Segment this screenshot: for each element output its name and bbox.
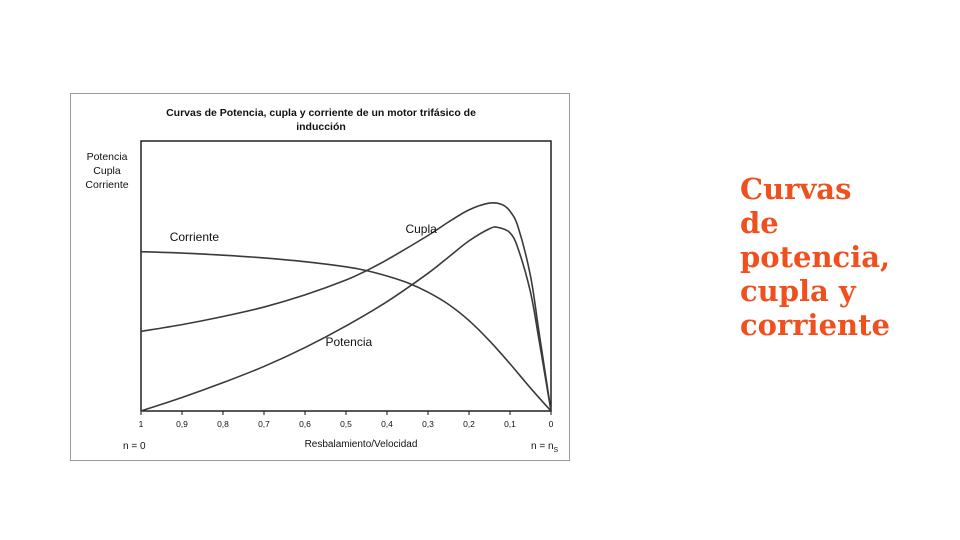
x-tick-label: 0,5 [340, 419, 352, 429]
side-title-line-5: corriente [740, 308, 890, 342]
x-tick-label: 0,7 [258, 419, 270, 429]
side-title-line-4: cupla y [740, 274, 856, 308]
y-axis-label-line-2: Cupla [93, 165, 121, 177]
y-axis-label-line-3: Corriente [85, 179, 128, 191]
side-title-line-3: potencia, [740, 240, 891, 274]
chart-figure: Curvas de Potencia, cupla y corriente de… [70, 93, 570, 461]
corner-label-left: n = 0 [123, 441, 146, 452]
series-label-potencia: Potencia [326, 335, 373, 349]
x-tick-label: 0,8 [217, 419, 229, 429]
x-tick-label: 0 [549, 419, 554, 429]
x-tick-label: 0,2 [463, 419, 475, 429]
series-line-potencia [140, 226, 552, 412]
y-axis-label-line-1: Potencia [87, 151, 128, 163]
x-tick-label: 0,9 [176, 419, 188, 429]
series-line-corriente [140, 250, 552, 412]
x-tick-label: 0,3 [422, 419, 434, 429]
corner-label-right: n = nS [531, 441, 559, 454]
x-axis-label: Resbalamiento/Velocidad [305, 439, 418, 450]
corner-label-right-main: n = n [531, 441, 554, 452]
side-title-line-2: de [740, 206, 779, 240]
x-tick-label: 0,4 [381, 419, 393, 429]
chart-title-line-1: Curvas de Potencia, cupla y corriente de… [166, 107, 476, 119]
x-axis-ticks: 1 0,9 0,8 0,7 0,6 0,5 0,4 0,3 0,2 0,1 0 [139, 411, 554, 429]
series-line-cupla [140, 201, 552, 412]
x-tick-label: 0,1 [504, 419, 516, 429]
x-tick-label: 1 [139, 419, 144, 429]
x-tick-label: 0,6 [299, 419, 311, 429]
plot-area [140, 140, 552, 412]
chart-series: Corriente Cupla Potencia [140, 201, 552, 412]
side-title-line-1: Curvas [740, 172, 852, 206]
corner-label-right-sub: S [554, 447, 559, 454]
chart-title-line-2: inducción [296, 121, 346, 133]
side-title: Curvas de potencia, cupla y corriente [740, 172, 950, 342]
series-label-corriente: Corriente [170, 230, 220, 244]
chart-canvas: Curvas de Potencia, cupla y corriente de… [85, 107, 559, 454]
series-label-cupla: Cupla [405, 222, 437, 236]
